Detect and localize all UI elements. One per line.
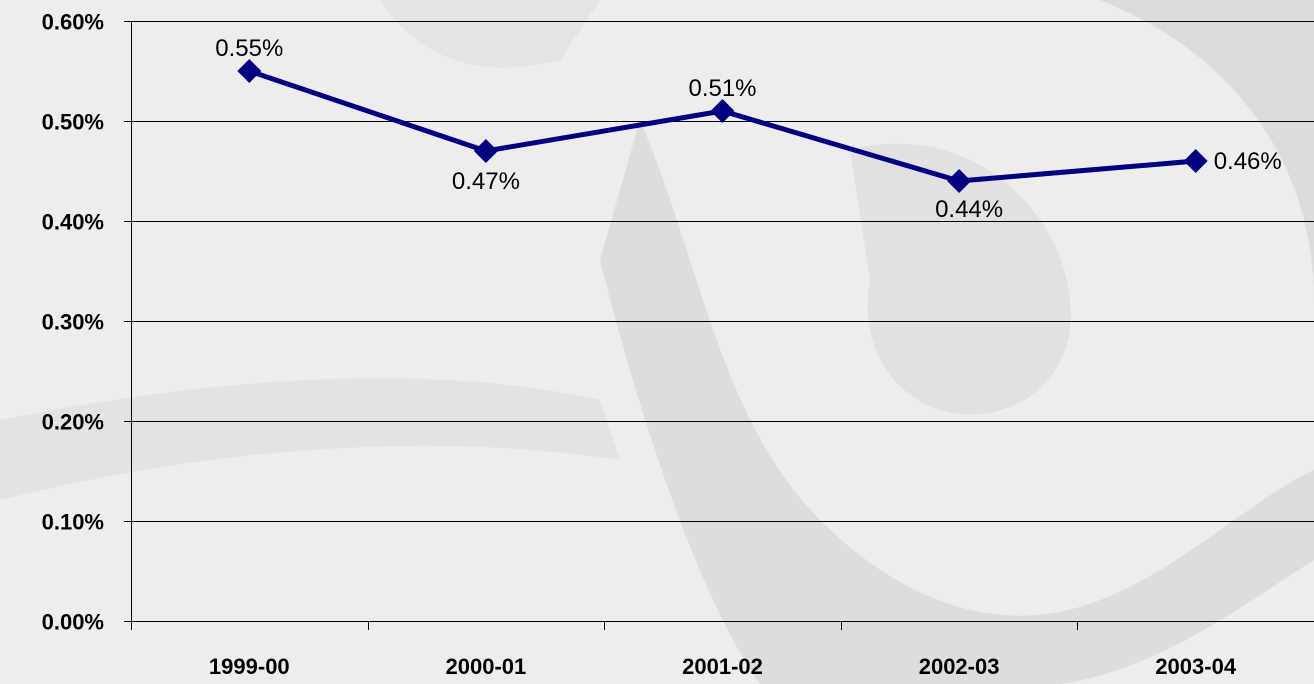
data-label: 0.51% [688,75,756,102]
y-tick-label: 0.40% [42,210,104,235]
data-point-marker [237,59,262,83]
axes [124,21,1314,630]
data-point-marker [710,99,735,123]
data-label: 0.55% [215,35,283,62]
data-labels: 0.55% 0.47% 0.51% 0.44% 0.46% [215,35,1281,223]
y-tick-label: 0.10% [42,510,104,535]
series [237,59,1208,193]
data-point-marker [473,139,498,163]
x-axis-tick-labels: 1999-00 2000-01 2001-02 2002-03 2003-04 [209,654,1237,679]
data-point-marker [1183,149,1208,173]
x-tick-label: 2003-04 [1155,654,1237,679]
x-tick-label: 2001-02 [682,654,763,679]
x-tick-label: 2002-03 [919,654,1000,679]
data-label: 0.44% [935,196,1003,223]
data-label: 0.47% [452,168,520,195]
data-point-marker [947,169,972,193]
y-tick-label: 0.30% [42,310,104,335]
y-tick-label: 0.50% [42,110,104,135]
y-tick-label: 0.60% [42,10,104,35]
gridlines [131,21,1314,522]
y-tick-label: 0.00% [42,610,104,635]
y-axis-tick-labels: 0.00% 0.10% 0.20% 0.30% 0.40% 0.50% 0.60% [42,10,104,635]
x-tick-label: 1999-00 [209,654,290,679]
x-tick-label: 2000-01 [446,654,527,679]
y-tick-label: 0.20% [42,410,104,435]
data-label: 0.46% [1214,148,1282,175]
